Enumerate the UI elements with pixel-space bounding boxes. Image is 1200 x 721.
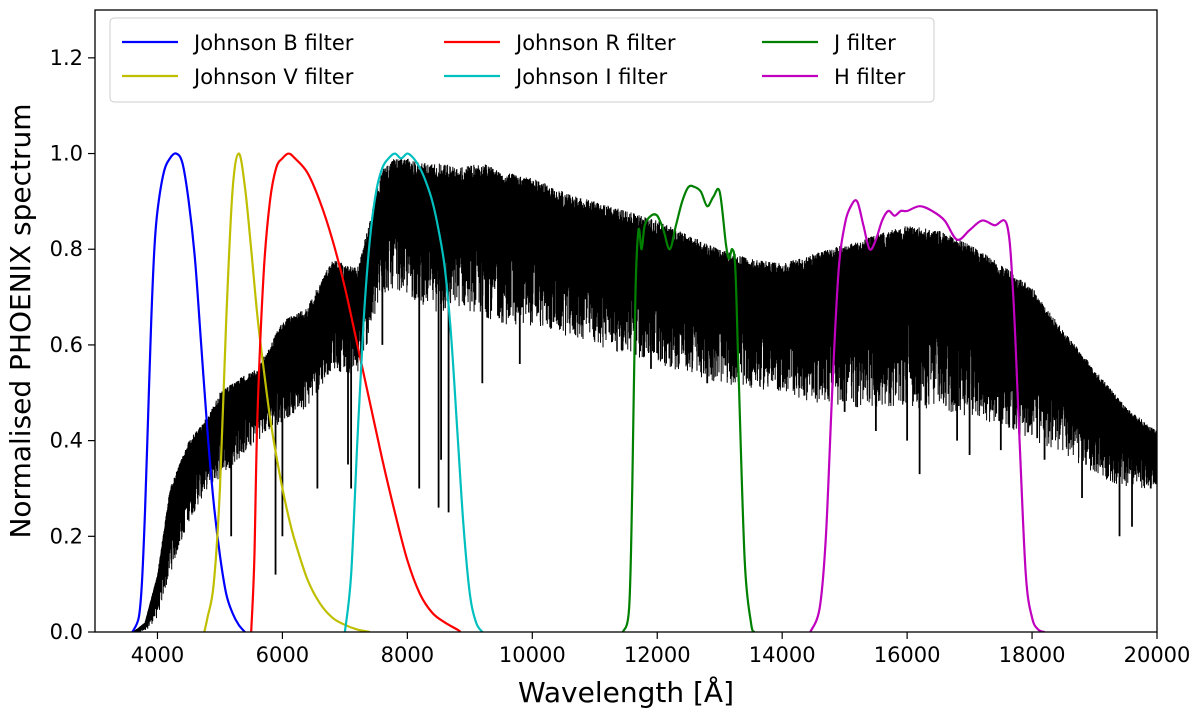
y-tick-label: 0.4 bbox=[50, 429, 83, 453]
y-tick-label: 1.0 bbox=[50, 142, 83, 166]
series-johnson-b-filter bbox=[131, 152, 246, 632]
phoenix-spectrum bbox=[131, 158, 1157, 632]
series-johnson-i-filter bbox=[343, 152, 484, 632]
legend-label: Johnson R filter bbox=[514, 31, 676, 55]
y-tick-label: 0.0 bbox=[50, 620, 83, 644]
x-axis: 4000 6000 8000 10000 12000 14000 16000 18000 200… bbox=[131, 632, 1191, 667]
y-tick-label: 0.2 bbox=[50, 524, 83, 548]
plot-area bbox=[131, 152, 1157, 632]
x-axis-label: Wavelength [Å] bbox=[518, 675, 734, 709]
series-johnson-v-filter bbox=[203, 152, 371, 632]
x-tick-label: 20000 bbox=[1124, 643, 1191, 667]
x-tick-label: 4000 bbox=[131, 643, 184, 667]
y-tick-label: 0.6 bbox=[50, 333, 83, 357]
x-tick-label: 14000 bbox=[749, 643, 816, 667]
series-johnson-r-filter bbox=[250, 152, 462, 632]
legend-label: J filter bbox=[832, 31, 896, 55]
x-tick-label: 6000 bbox=[256, 643, 309, 667]
x-tick-label: 12000 bbox=[624, 643, 691, 667]
x-tick-label: 10000 bbox=[499, 643, 566, 667]
y-tick-label: 1.2 bbox=[50, 46, 83, 70]
series-h-filter bbox=[809, 199, 1045, 632]
legend-frame bbox=[109, 17, 935, 103]
spectrum-line bbox=[131, 158, 1157, 632]
filter-curves bbox=[131, 152, 1045, 632]
legend-label: Johnson I filter bbox=[514, 65, 668, 89]
y-axis: 0.0 0.2 0.4 0.6 0.8 1.0 1.2 bbox=[50, 46, 95, 644]
legend-label: H filter bbox=[834, 65, 906, 89]
legend-label: Johnson V filter bbox=[192, 65, 354, 89]
x-tick-label: 8000 bbox=[381, 643, 434, 667]
x-tick-label: 18000 bbox=[999, 643, 1066, 667]
y-axis-label: Normalised PHOENIX spectrum bbox=[4, 103, 37, 538]
y-tick-label: 0.8 bbox=[50, 237, 83, 261]
plot-frame bbox=[94, 9, 1158, 633]
legend-label: Johnson B filter bbox=[192, 31, 354, 55]
series-j-filter bbox=[621, 184, 756, 632]
legend: Johnson B filter Johnson V filter Johnson … bbox=[109, 17, 935, 103]
x-tick-label: 16000 bbox=[874, 643, 941, 667]
